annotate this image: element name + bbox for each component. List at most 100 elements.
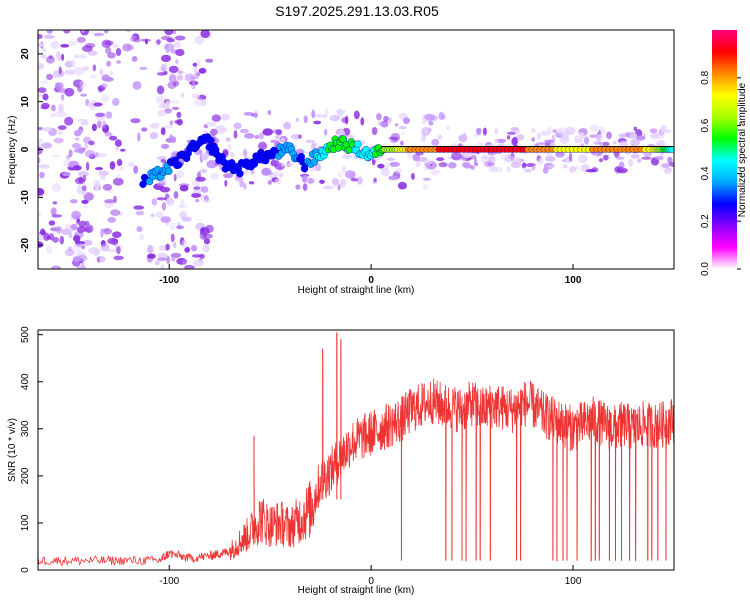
spectrogram-noise-blob: [171, 256, 176, 262]
snr-x-tick-label: 100: [565, 576, 582, 587]
spectrogram-noise-blob: [156, 155, 167, 161]
spectrogram-noise-blob: [154, 260, 160, 266]
spectrogram-noise-blob: [85, 224, 94, 233]
spectrogram-noise-blob: [637, 158, 642, 163]
spectrogram-y-tick-label: -20: [20, 237, 31, 252]
spectrogram-noise-blob: [95, 167, 103, 171]
spectrogram-noise-blob: [421, 126, 431, 136]
spectrogram-noise-blob: [545, 152, 553, 156]
spectrogram-noise-blob: [630, 154, 640, 159]
spectrogram-noise-blob: [248, 181, 255, 185]
spectrogram-noise-blob: [147, 253, 156, 259]
snr-x-tick-label: -100: [159, 576, 179, 587]
spectrogram-ridge-point: [262, 156, 270, 165]
spectrogram-noise-blob: [655, 155, 664, 161]
spectrogram-noise-blob: [250, 169, 255, 175]
spectrogram-noise-blob: [324, 108, 329, 117]
spectrogram-noise-blob: [57, 103, 64, 113]
spectrogram-noise-blob: [199, 231, 207, 240]
spectrogram-noise-blob: [175, 170, 185, 179]
spectrogram-noise-blob: [40, 80, 48, 84]
spectrogram-noise-blob: [82, 185, 87, 192]
spectrogram-y-ticks: -20 -10 0 10 20: [20, 48, 43, 252]
spectrogram-noise-blob: [615, 156, 625, 160]
spectrogram-noise-blob: [420, 133, 427, 143]
spectrogram-noise-blob: [302, 183, 308, 192]
spectrogram-noise-blob: [93, 32, 105, 37]
spectrogram-noise-blob: [333, 180, 338, 188]
spectrogram-noise-blob: [157, 181, 166, 187]
spectrogram-noise-blob: [543, 167, 549, 174]
spectrogram-noise-blob: [104, 131, 113, 137]
spectrogram-noise-blob: [51, 214, 63, 218]
spectrogram-noise-blob: [83, 204, 88, 209]
spectrogram-noise-blob: [41, 127, 53, 132]
spectrogram-noise-blob: [659, 165, 664, 170]
spectrogram-noise-blob: [552, 129, 557, 134]
spectrogram-noise-blob: [38, 165, 44, 169]
spectrogram-noise-blob: [286, 162, 295, 167]
spectrogram-noise-blob: [157, 257, 168, 262]
spectrogram-noise-blob: [397, 181, 407, 190]
spectrogram-noise-blob: [197, 171, 201, 180]
spectrogram-noise-blob: [337, 171, 344, 178]
spectrogram-noise-blob: [173, 41, 181, 48]
spectrogram-noise-blob: [279, 172, 284, 178]
spectrogram-ridge-point: [174, 161, 183, 169]
spectrogram-noise-blob: [46, 246, 53, 254]
spectrogram-noise-blob: [107, 52, 116, 59]
spectrogram-noise-blob: [431, 138, 440, 146]
spectrogram-noise-blob: [194, 35, 205, 45]
spectrogram-noise-blob: [106, 248, 117, 253]
spectrogram-noise-blob: [161, 54, 171, 63]
spectrogram-noise-blob: [394, 123, 399, 127]
spectrogram-noise-blob: [103, 30, 109, 34]
spectrogram-noise-blob: [484, 160, 494, 168]
spectrogram-noise-blob: [642, 133, 647, 139]
spectrogram-noise-blob: [324, 128, 328, 136]
spectrogram-noise-blob: [199, 253, 205, 259]
spectrogram-y-tick-label: 0: [20, 146, 31, 152]
spectrogram-noise-blob: [531, 164, 536, 171]
spectrogram-noise-blob: [458, 134, 468, 143]
spectrogram-noise-blob: [61, 94, 65, 101]
spectrogram-noise-blob: [383, 115, 389, 123]
spectrogram-noise-blob: [461, 161, 471, 168]
spectrogram-noise-blob: [92, 64, 97, 72]
spectrogram-noise-blob: [133, 205, 145, 210]
spectrogram-noise-blob: [544, 139, 555, 143]
spectrogram-noise-blob: [161, 202, 167, 211]
spectrogram-noise-blob: [109, 70, 114, 76]
spectrogram-noise-blob: [116, 158, 123, 167]
snr-y-tick-label: 500: [20, 326, 31, 343]
spectrogram-noise-blob: [74, 66, 84, 76]
spectrogram-noise-blob: [203, 238, 211, 245]
spectrogram-noise-blob: [522, 162, 527, 169]
spectrogram-noise-blob: [41, 48, 47, 52]
spectrogram-noise-blob: [193, 71, 199, 79]
spectrogram-noise-blob: [46, 73, 54, 81]
spectrogram-noise-blob: [131, 56, 138, 62]
spectrogram-noise-blob: [135, 211, 145, 216]
spectrogram-noise-blob: [181, 239, 188, 249]
spectrogram-noise-blob: [476, 142, 484, 146]
spectrogram-noise-blob: [422, 177, 431, 181]
spectrogram-noise-blob: [95, 112, 106, 117]
spectrogram-noise-blob: [74, 137, 80, 141]
spectrogram-noise-blob: [193, 186, 201, 190]
spectrogram-noise-blob: [105, 111, 113, 119]
spectrogram-noise-blob: [42, 93, 49, 101]
spectrogram-noise-blob: [48, 220, 56, 226]
spectrogram-y-axis-label: Frequency (Hz): [7, 116, 18, 185]
spectrogram-noise-blob: [171, 136, 177, 144]
spectrogram-noise-blob: [428, 127, 432, 133]
spectrogram-noise-blob: [218, 127, 229, 132]
spectrogram-noise-blob: [597, 126, 606, 135]
spectrogram-noise-blob: [50, 40, 60, 49]
spectrogram-x-tick-label: 0: [368, 275, 374, 286]
spectrogram-noise-blob: [53, 70, 59, 79]
spectrogram-noise-blob: [103, 228, 109, 236]
spectrogram-noise-blob: [267, 171, 274, 175]
spectrogram-noise-blob: [157, 109, 166, 117]
spectrogram-noise-blob: [132, 81, 142, 90]
